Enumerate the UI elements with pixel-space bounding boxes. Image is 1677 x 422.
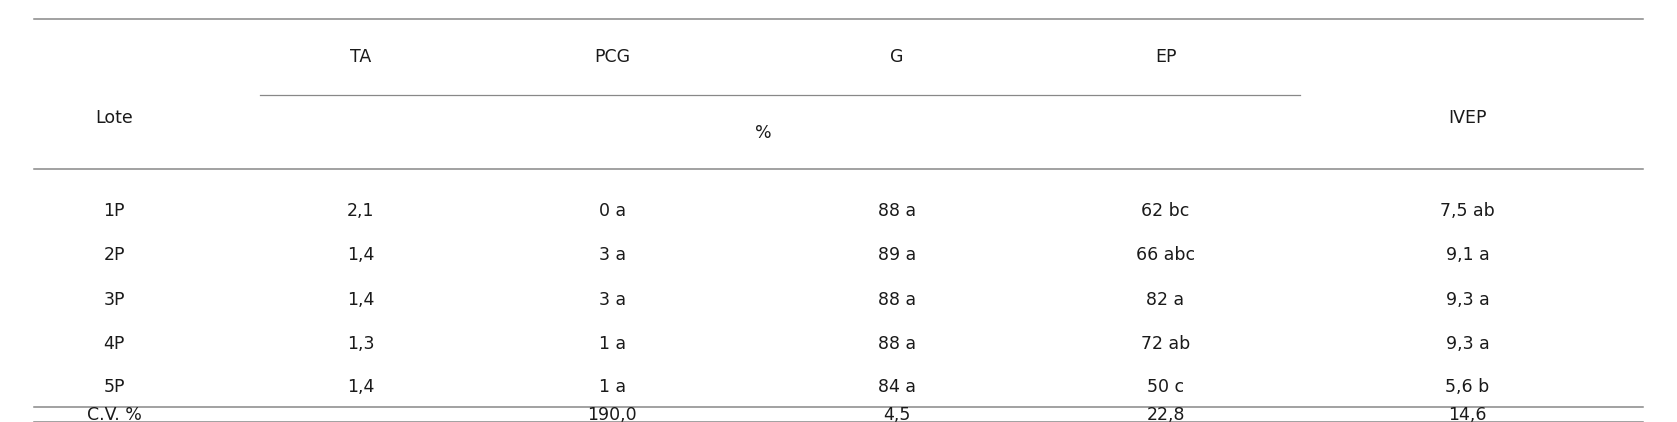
Text: 9,3 a: 9,3 a [1446,291,1489,308]
Text: 1,4: 1,4 [347,291,374,308]
Text: 50 c: 50 c [1147,379,1184,396]
Text: TA: TA [350,48,371,66]
Text: 66 abc: 66 abc [1135,246,1196,264]
Text: 3 a: 3 a [599,291,626,308]
Text: 84 a: 84 a [879,379,916,396]
Text: 1 a: 1 a [599,379,626,396]
Text: 190,0: 190,0 [587,406,637,422]
Text: Lote: Lote [96,109,132,127]
Text: 88 a: 88 a [879,291,916,308]
Text: IVEP: IVEP [1449,109,1486,127]
Text: 3 a: 3 a [599,246,626,264]
Text: 1,4: 1,4 [347,246,374,264]
Text: %: % [755,124,771,142]
Text: 1,4: 1,4 [347,379,374,396]
Text: 5P: 5P [104,379,124,396]
Text: 1 a: 1 a [599,335,626,353]
Text: 4P: 4P [104,335,124,353]
Text: 4,5: 4,5 [884,406,911,422]
Text: 5,6 b: 5,6 b [1446,379,1489,396]
Text: 1P: 1P [104,202,124,220]
Text: 7,5 ab: 7,5 ab [1441,202,1494,220]
Text: EP: EP [1155,48,1176,66]
Text: 89 a: 89 a [879,246,916,264]
Text: 88 a: 88 a [879,335,916,353]
Text: 72 ab: 72 ab [1140,335,1191,353]
Text: C.V. %: C.V. % [87,406,141,422]
Text: G: G [890,48,904,66]
Text: 14,6: 14,6 [1449,406,1486,422]
Text: 3P: 3P [104,291,124,308]
Text: 9,1 a: 9,1 a [1446,246,1489,264]
Text: 82 a: 82 a [1147,291,1184,308]
Text: 0 a: 0 a [599,202,626,220]
Text: 2P: 2P [104,246,124,264]
Text: 62 bc: 62 bc [1142,202,1189,220]
Text: 88 a: 88 a [879,202,916,220]
Text: PCG: PCG [594,48,631,66]
Text: 1,3: 1,3 [347,335,374,353]
Text: 22,8: 22,8 [1147,406,1184,422]
Text: 9,3 a: 9,3 a [1446,335,1489,353]
Text: 2,1: 2,1 [347,202,374,220]
